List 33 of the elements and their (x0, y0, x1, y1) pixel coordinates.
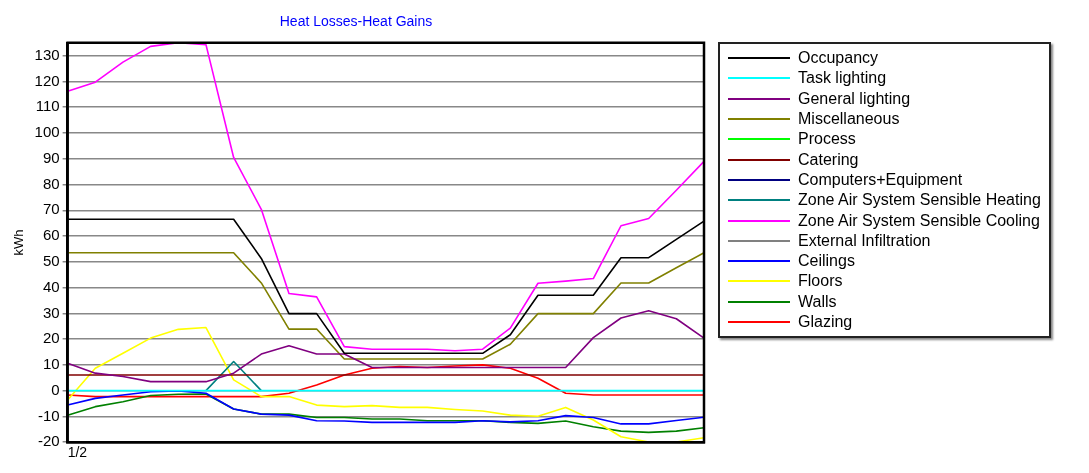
legend-label: Miscellaneous (798, 110, 900, 129)
y-tick-label: 50 (42, 251, 60, 269)
legend-label: External Infiltration (798, 231, 931, 250)
legend-label: Computers+Equipment (798, 170, 963, 189)
y-tick-label: -10 (37, 406, 60, 424)
y-tick-label: 30 (42, 303, 60, 321)
y-axis-title: kWh (11, 229, 27, 256)
legend-label: Task lighting (798, 69, 887, 88)
legend-label: Walls (798, 292, 837, 311)
legend-label: General lighting (798, 89, 911, 108)
legend-label: Zone Air System Sensible Cooling (798, 211, 1040, 230)
chart-title: Heat Losses-Heat Gains (279, 13, 433, 30)
x-tick-label: 1/2 (67, 444, 88, 461)
y-tick-label: -20 (37, 432, 60, 450)
legend-label: Process (798, 130, 856, 149)
legend-label: Floors (798, 272, 843, 291)
legend-label: Glazing (798, 313, 853, 331)
y-tick-label: 100 (34, 123, 60, 141)
y-tick-label: 0 (51, 380, 60, 398)
y-tick-label: 110 (35, 97, 60, 115)
legend-label: Ceilings (798, 252, 855, 271)
y-tick-label: 130 (34, 45, 60, 63)
y-tick-label: 70 (42, 200, 60, 218)
y-tick-label: 90 (42, 148, 60, 166)
y-tick-label: 10 (42, 355, 60, 373)
legend-label: Occupancy (798, 49, 879, 68)
y-tick-label: 120 (34, 71, 60, 89)
y-tick-label: 80 (42, 174, 60, 192)
y-tick-label: 60 (42, 226, 60, 244)
legend-label: Catering (798, 150, 859, 169)
y-tick-label: 40 (42, 277, 60, 295)
y-tick-label: 20 (42, 329, 60, 347)
legend-label: Zone Air System Sensible Heating (798, 191, 1041, 210)
